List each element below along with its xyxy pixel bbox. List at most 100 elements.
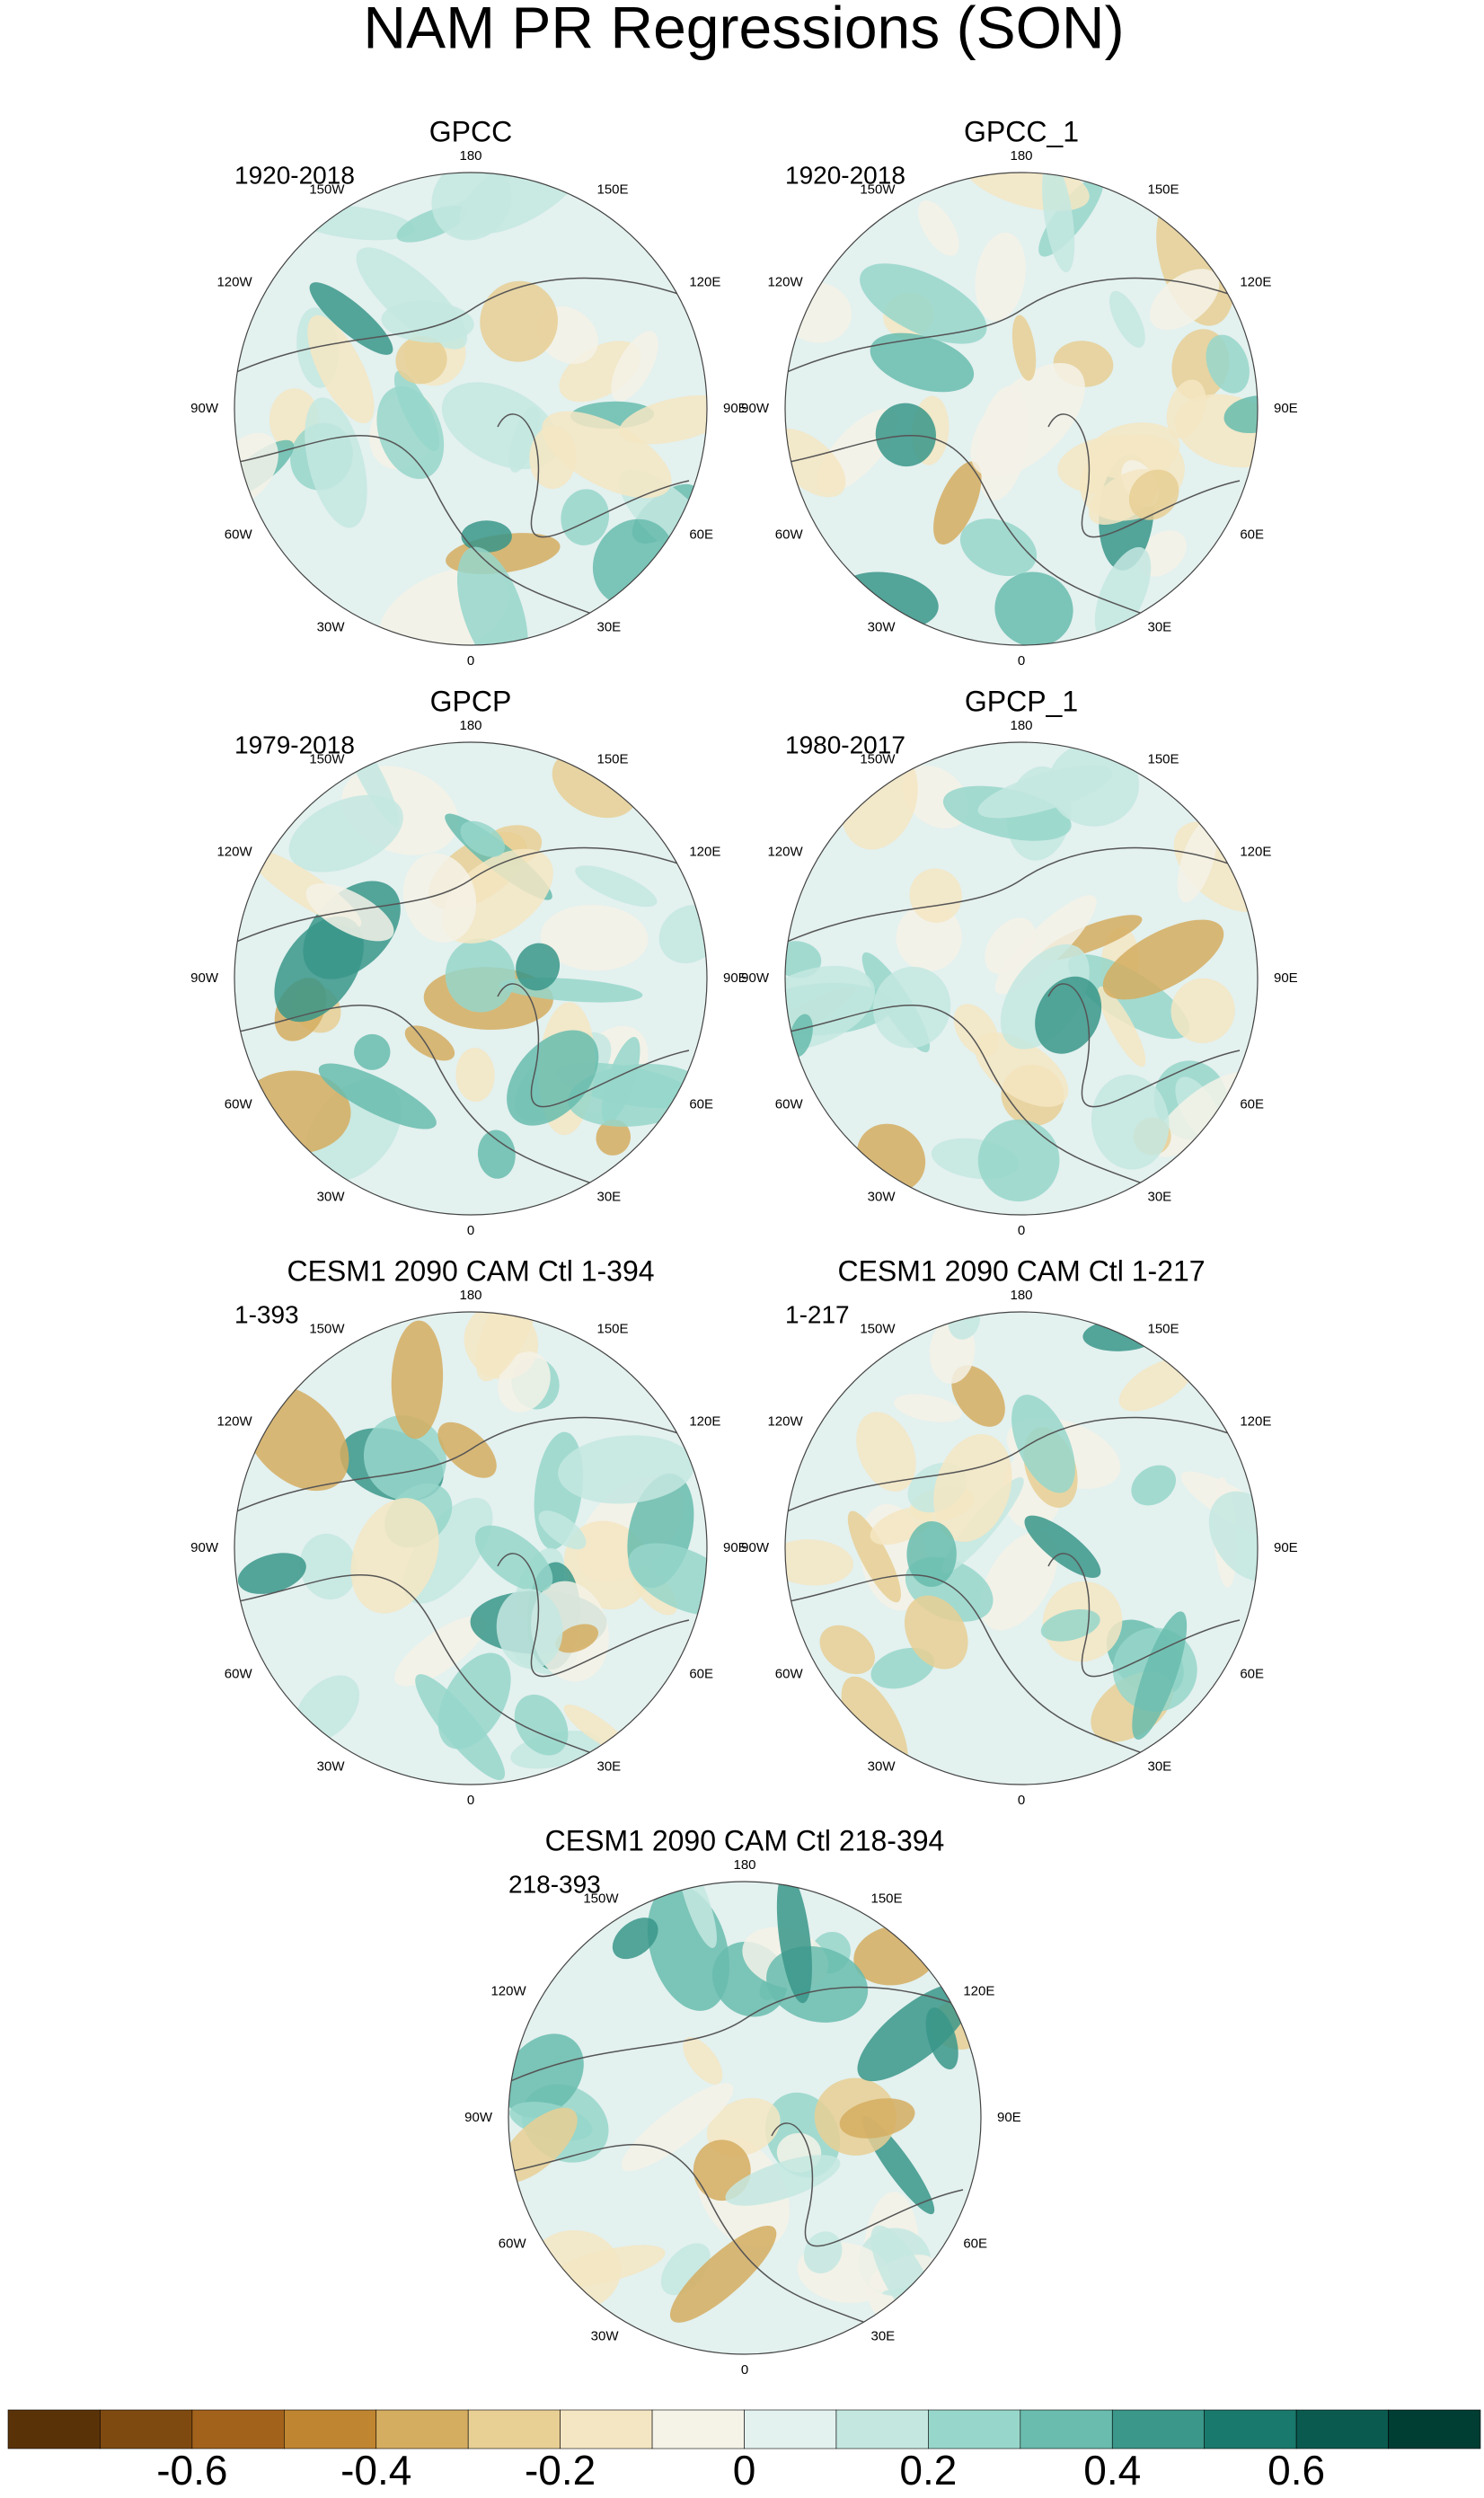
- precip-anomaly: [437, 1422, 497, 1478]
- longitude-label: 120E: [1240, 844, 1271, 859]
- precip-anomaly: [376, 385, 445, 480]
- coastline: [785, 1416, 1250, 1513]
- precip-anomaly: [904, 1595, 968, 1670]
- precip-anomaly: [870, 1647, 935, 1689]
- longitude-label: 120E: [689, 844, 720, 859]
- longitude-label: 90W: [190, 970, 219, 986]
- coastline: [497, 1553, 690, 1678]
- precip-anomaly: [894, 1394, 962, 1422]
- longitude-label: 120E: [963, 1983, 994, 1998]
- precip-anomaly: [538, 1510, 587, 1550]
- panel-title: CESM1 2090 CAM Ctl 218-394: [545, 1824, 945, 1856]
- precip-field: [234, 742, 707, 1186]
- longitude-label: 30E: [1148, 1189, 1172, 1204]
- figure-title: NAM PR Regressions (SON): [363, 0, 1124, 60]
- precip-field: [785, 1312, 1258, 1778]
- precip-anomaly: [309, 282, 393, 355]
- precip-anomaly: [274, 916, 364, 1023]
- longitude-label: 120E: [1240, 1413, 1271, 1429]
- longitude-label: 30E: [871, 2328, 896, 2343]
- longitude-label: 60E: [1240, 1666, 1264, 1681]
- precip-anomaly: [948, 1312, 981, 1340]
- longitude-label: 150W: [860, 752, 896, 767]
- precip-anomaly: [785, 429, 846, 498]
- precip-anomaly: [669, 2225, 777, 2323]
- coastline: [785, 277, 1250, 374]
- panel-title: GPCP_1: [965, 685, 1078, 717]
- map-border: [234, 1311, 708, 1785]
- precip-anomaly: [1091, 1074, 1170, 1170]
- longitude-label: 180: [459, 148, 481, 164]
- map-panel: GPCP_1 1980-2017 180 150E 120E 90E 60E 30E 0 30W 6…: [741, 685, 1298, 1238]
- precip-anomaly: [612, 1918, 658, 1960]
- coastline: [508, 1986, 973, 2083]
- longitude-label: 150W: [860, 182, 896, 198]
- panel-period: 1-217: [785, 1300, 850, 1328]
- precip-anomaly: [237, 1553, 306, 1594]
- colorbar-box: [467, 2409, 561, 2449]
- precip-anomaly: [909, 868, 962, 923]
- colorbar-box: [191, 2409, 285, 2449]
- coastline: [1047, 1553, 1241, 1678]
- precip-anomaly: [475, 1312, 541, 1382]
- map-panel: GPCC 1920-2018 180 150E 120E 90E 60E 30E 0 30W 60W…: [190, 115, 747, 669]
- precip-anomaly: [819, 1625, 875, 1675]
- precip-anomaly: [860, 263, 987, 344]
- longitude-label: 60W: [775, 1666, 804, 1681]
- precip-anomaly: [555, 1624, 598, 1653]
- longitude-label: 0: [467, 1223, 474, 1238]
- panel-period: 1979-2018: [234, 731, 355, 758]
- precip-anomaly: [776, 1882, 812, 2004]
- longitude-label: 150W: [309, 1322, 345, 1337]
- longitude-label: 120W: [767, 274, 803, 289]
- precip-anomaly: [1223, 395, 1258, 434]
- longitude-label: 120W: [216, 1413, 252, 1429]
- precip-anomaly: [1102, 919, 1224, 1000]
- longitude-label: 150E: [597, 1322, 629, 1337]
- colorbar-tick-label: -0.4: [340, 2447, 411, 2494]
- coastline: [785, 1574, 1148, 1756]
- map-border: [508, 1881, 982, 2355]
- precip-anomaly: [561, 489, 610, 545]
- precip-anomaly: [542, 411, 672, 499]
- longitude-label: 180: [733, 1857, 755, 1873]
- longitude-label: 150W: [583, 1891, 619, 1907]
- longitude-label: 90W: [741, 970, 770, 986]
- precip-anomaly: [619, 394, 707, 445]
- precip-anomaly: [404, 1025, 455, 1061]
- precip-anomaly: [1087, 422, 1180, 479]
- precip-anomaly: [847, 1510, 901, 1603]
- precip-anomaly: [875, 403, 936, 467]
- precip-anomaly: [1208, 1491, 1258, 1582]
- precip-anomaly: [307, 314, 375, 424]
- coastline: [234, 1005, 597, 1186]
- longitude-label: 120W: [767, 844, 803, 859]
- colorbar-box: [1020, 2409, 1113, 2449]
- colorbar-box: [651, 2409, 745, 2449]
- longitude-label: 30E: [1148, 619, 1172, 634]
- coastline: [497, 983, 690, 1108]
- precip-anomaly: [1011, 314, 1037, 381]
- longitude-label: 120W: [216, 844, 252, 859]
- precip-anomaly: [870, 332, 975, 393]
- precip-anomaly: [611, 331, 658, 402]
- precip-anomaly: [391, 1320, 444, 1439]
- longitude-label: 120W: [216, 274, 252, 289]
- precip-anomaly: [477, 1129, 516, 1179]
- coastline: [1047, 413, 1241, 538]
- longitude-label: 30E: [1148, 1758, 1172, 1774]
- longitude-label: 90E: [1274, 970, 1298, 986]
- longitude-label: 30W: [317, 1758, 346, 1774]
- colorbar-box: [100, 2409, 193, 2449]
- coastline: [508, 2144, 871, 2325]
- map-border: [784, 172, 1259, 646]
- precip-anomaly: [977, 765, 1113, 819]
- longitude-label: 120E: [1240, 274, 1271, 289]
- map-border: [784, 741, 1259, 1216]
- longitude-label: 60W: [775, 1096, 804, 1112]
- precip-anomaly: [402, 853, 477, 943]
- colorbar-box: [1111, 2409, 1205, 2449]
- precip-anomaly: [234, 432, 278, 505]
- coastline: [497, 413, 690, 538]
- precip-anomaly: [856, 1412, 916, 1492]
